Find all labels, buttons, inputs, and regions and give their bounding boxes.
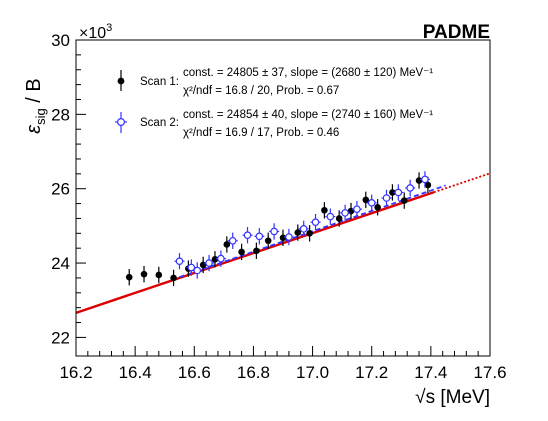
scan1-point [335,215,343,222]
x-tick-label: 16.6 [178,363,211,382]
scan1-point [374,203,381,211]
scan1-point [306,230,313,237]
scan1-point [140,270,148,278]
data-points [125,171,432,287]
scan2-point [341,209,349,217]
x-axis-label: √s [MeV] [415,387,490,408]
legend-entry-scan1: Scan 1: const. = 24805 ± 37, slope = (26… [117,67,433,97]
scan1-point [155,271,163,279]
scan1-point [223,241,231,248]
x-tick-label: 17.4 [414,363,447,382]
fit-extrapolation-right [433,172,491,194]
legend-marker [117,77,125,85]
y-tick-label: 28 [51,105,70,124]
scan2-point [394,188,403,197]
legend-label: Scan 1: [140,76,179,88]
scan1-point [279,234,287,242]
scan2-point [311,218,320,226]
scan2-point [353,205,361,213]
legend-label: Scan 2: [140,117,179,129]
scan1-point [125,273,133,281]
scan1-point [321,206,328,214]
scan2-point [205,259,213,267]
scan1-point [389,189,396,196]
x-tick-label: 16.8 [237,363,270,382]
scan1-point [400,197,408,204]
fit-result-line1: const. = 24805 ± 37, slope = (2680 ± 120… [183,67,433,79]
scan1-point [238,248,245,256]
scan1-point [170,274,177,282]
scan1-point [362,196,370,204]
scan2-point [367,199,376,207]
scan1-point [424,181,432,189]
scan2-point [270,227,278,236]
scan1-point [211,256,219,263]
x-tick-label: 16.2 [59,363,92,382]
y-tick-label: 26 [51,180,70,199]
scan1-point [294,229,302,236]
scan2-point [406,184,414,192]
x-tick-label: 16.4 [119,363,152,382]
y-axis-label: εsig / B [23,78,48,133]
y-tick-label: 30 [51,31,70,50]
scan2-point [326,212,335,221]
scan2-point [217,254,225,263]
scan2-fit-extrapolation-left [75,293,130,314]
fit-result-line2: χ²/ndf = 16.9 / 17, Prob. = 0.46 [183,127,339,139]
x-tick-label: 17.2 [355,363,388,382]
x-tick-label: 17.0 [296,363,329,382]
legend-entry-scan2: Scan 2: const. = 24854 ± 40, slope = (27… [115,109,433,139]
scan2-point [175,257,184,266]
scan2-point [193,266,202,275]
scan2-point [255,232,264,241]
scan1-point [253,247,260,255]
fit-result-line1: const. = 24854 ± 40, slope = (2740 ± 160… [183,109,433,121]
ticks: 16.2 16.4 16.6 16.8 17.0 17.2 17.4 17.6 22 24 26 28… [51,31,506,382]
scan2-point [382,194,391,202]
experiment-label: PADME [423,22,490,43]
fit-result-line2: χ²/ndf = 16.8 / 20, Prob. = 0.67 [183,85,339,97]
y-tick-label: 22 [51,328,70,347]
scan2-point [228,236,237,245]
y-tick-label: 24 [51,254,70,273]
scan2-point [187,263,196,272]
plot-frame [75,39,491,357]
scan1-point [264,237,272,245]
y-multiplier: ×103 [79,22,112,42]
scan2-point [243,231,252,239]
x-tick-label: 17.6 [473,363,506,382]
scan2-point [421,175,429,184]
legend-marker [116,117,125,126]
scan2-point [299,225,308,233]
legend: Scan 1: const. = 24805 ± 37, slope = (26… [115,67,433,139]
scan2-point [285,233,293,241]
axes [75,39,491,357]
